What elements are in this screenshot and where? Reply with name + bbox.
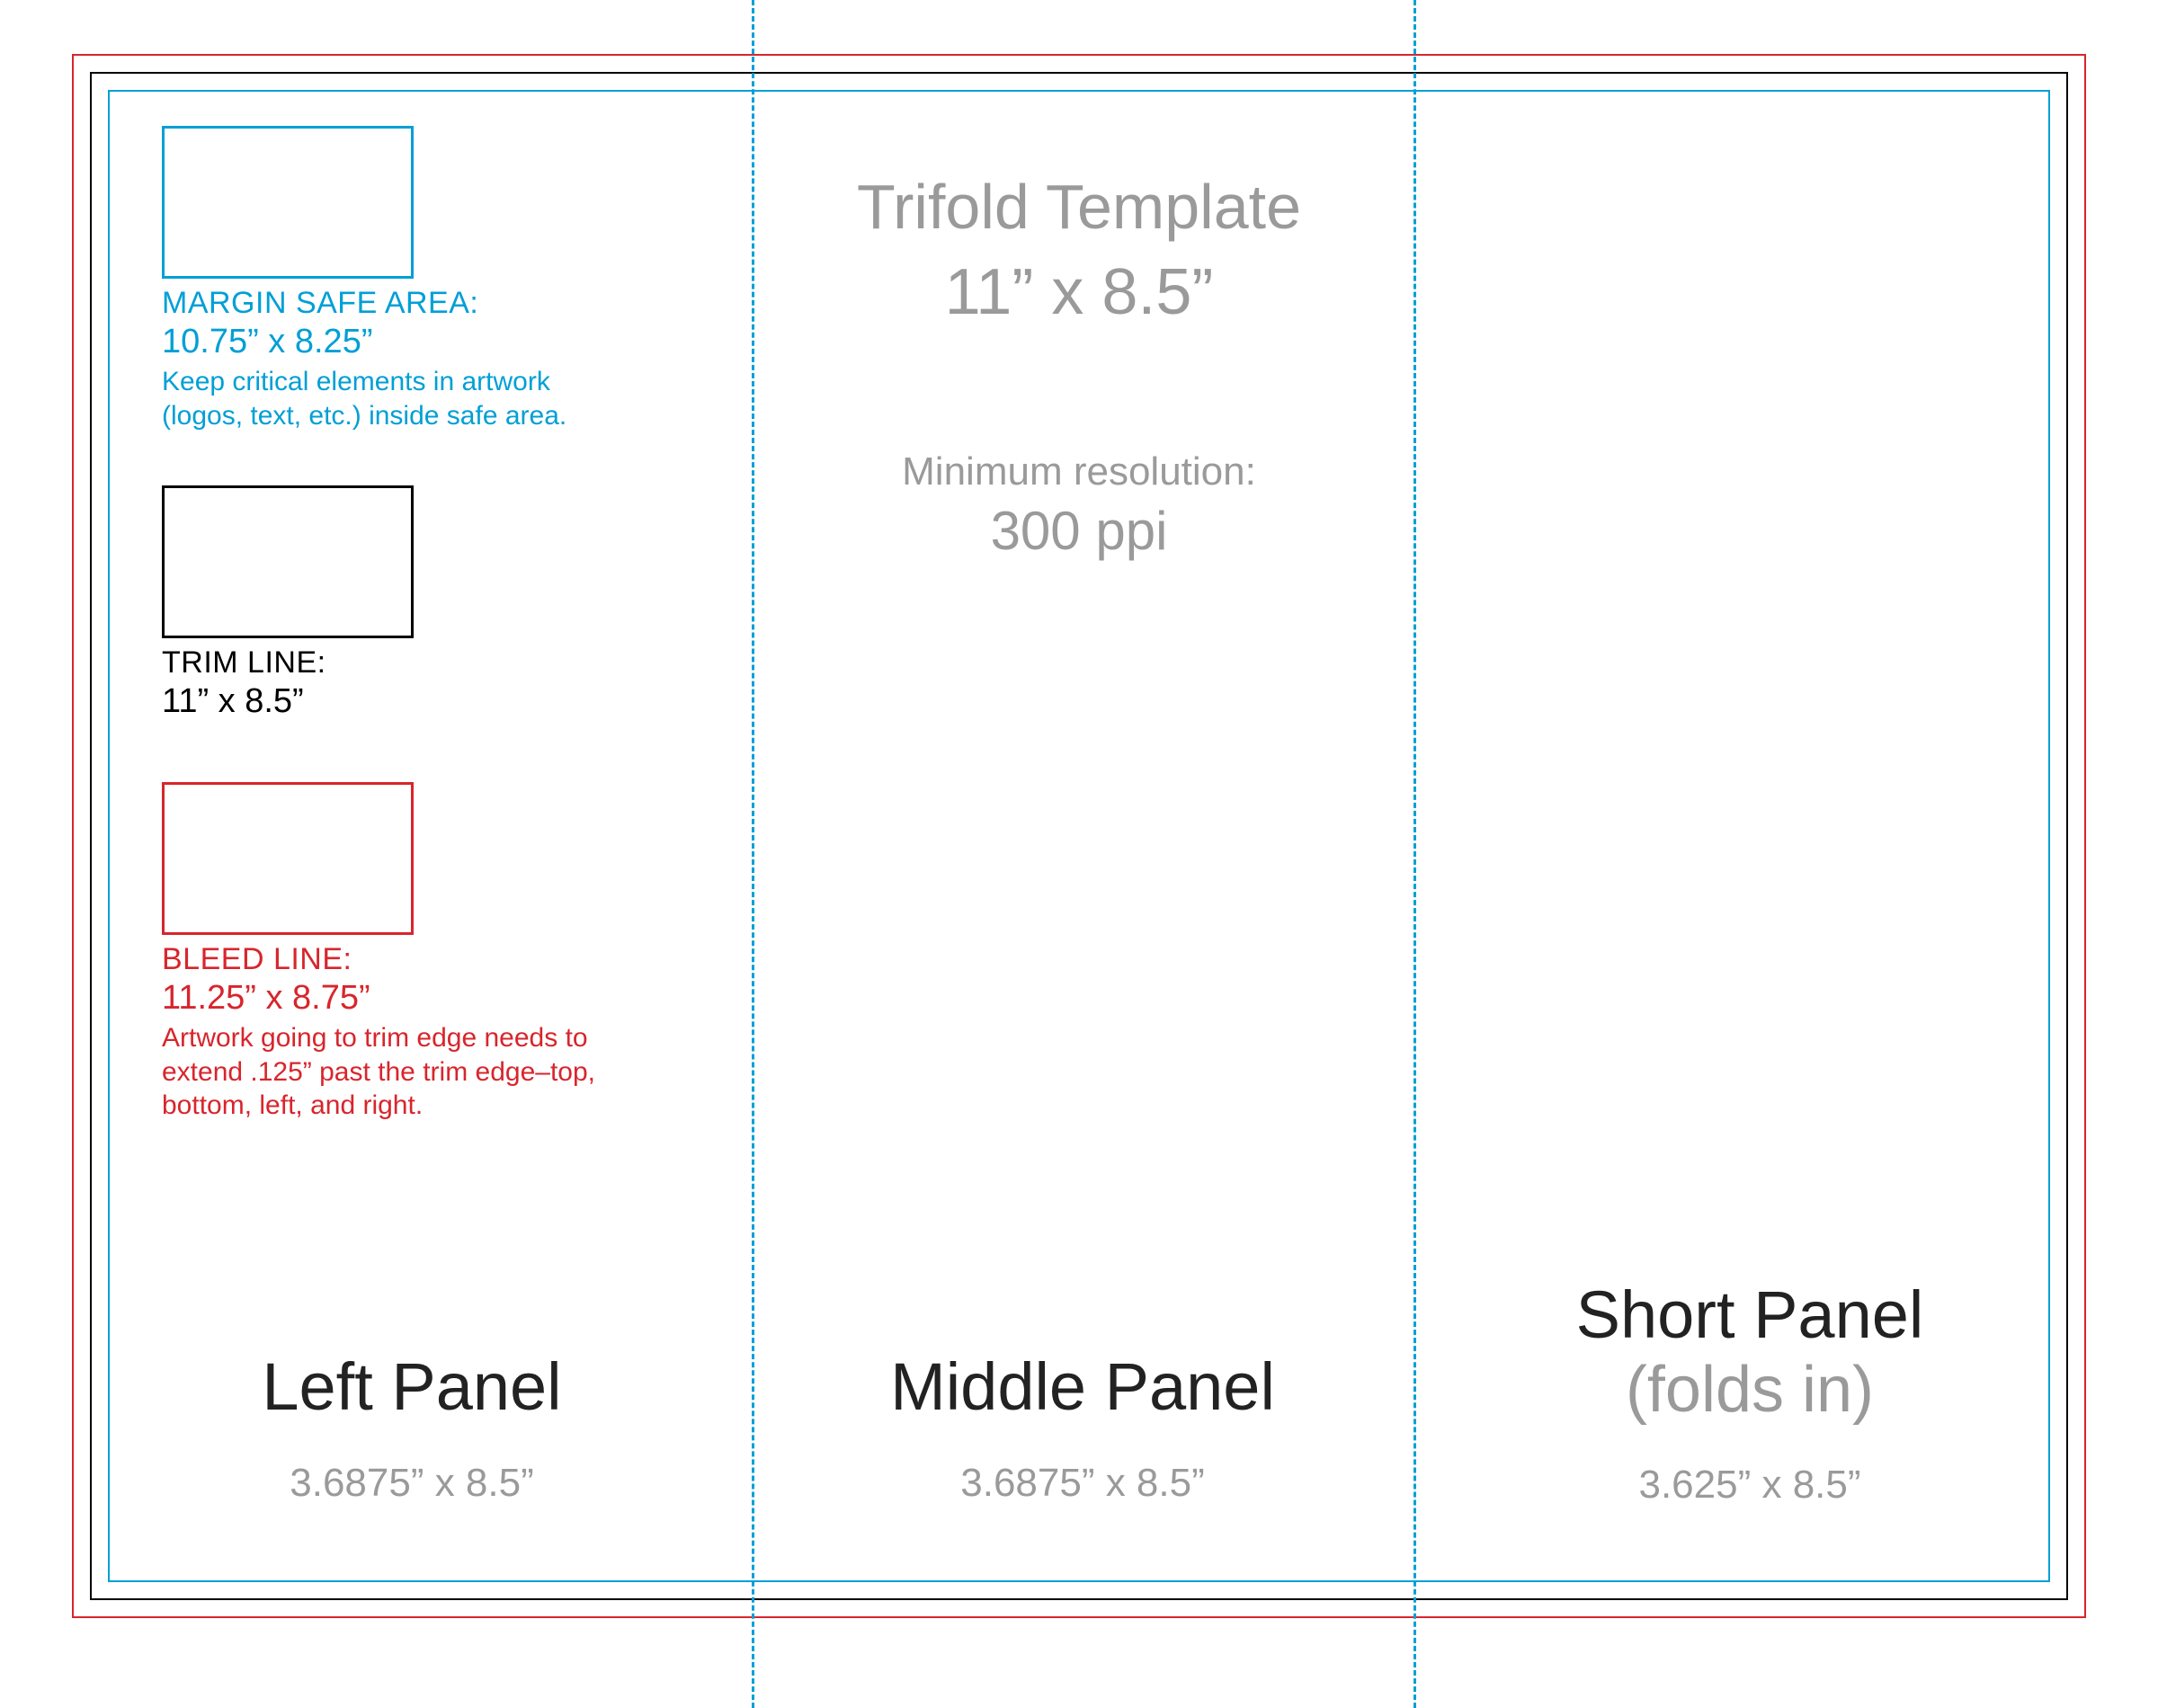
panel-right-dimensions: 3.625” x 8.5” — [1413, 1463, 2086, 1508]
legend-safe-dimensions: 10.75” x 8.25” — [162, 323, 611, 361]
legend-bleed-dimensions: 11.25” x 8.75” — [162, 979, 611, 1018]
panel-middle-label: Middle Panel 3.6875” x 8.5” — [752, 1348, 1413, 1506]
legend-trim-line: TRIM LINE: 11” x 8.5” — [162, 485, 611, 721]
resolution-label: Minimum resolution: — [737, 449, 1421, 494]
resolution-value: 300 ppi — [737, 500, 1421, 562]
panel-middle-name: Middle Panel — [752, 1348, 1413, 1425]
legend-safe-area: MARGIN SAFE AREA: 10.75” x 8.25” Keep cr… — [162, 126, 611, 432]
legend-trim-box-icon — [162, 485, 414, 638]
panel-right-label: Short Panel (folds in) 3.625” x 8.5” — [1413, 1277, 2086, 1508]
resolution-block: Minimum resolution: 300 ppi — [737, 449, 1421, 562]
panel-left-label: Left Panel 3.6875” x 8.5” — [72, 1348, 752, 1506]
legend-safe-title: MARGIN SAFE AREA: — [162, 286, 611, 321]
legend-bleed-description: Artwork going to trim edge needs to exte… — [162, 1021, 611, 1123]
legend-safe-box-icon — [162, 126, 414, 279]
legend-safe-description: Keep critical elements in artwork (logos… — [162, 365, 611, 432]
template-canvas: MARGIN SAFE AREA: 10.75” x 8.25” Keep cr… — [72, 54, 2086, 1618]
panel-left-dimensions: 3.6875” x 8.5” — [72, 1461, 752, 1506]
panel-left-name: Left Panel — [72, 1348, 752, 1425]
template-dimensions: 11” x 8.5” — [737, 255, 1421, 329]
panel-middle-dimensions: 3.6875” x 8.5” — [752, 1461, 1413, 1506]
legend-bleed-title: BLEED LINE: — [162, 942, 611, 977]
legend-trim-title: TRIM LINE: — [162, 645, 611, 681]
template-title: Trifold Template — [737, 171, 1421, 243]
legend-bleed-box-icon — [162, 782, 414, 935]
legend-bleed-line: BLEED LINE: 11.25” x 8.75” Artwork going… — [162, 782, 611, 1123]
panel-right-sub: (folds in) — [1413, 1353, 2086, 1427]
panel-right-name: Short Panel — [1413, 1277, 2086, 1353]
template-header: Trifold Template 11” x 8.5” — [737, 171, 1421, 329]
legend-trim-dimensions: 11” x 8.5” — [162, 682, 611, 721]
